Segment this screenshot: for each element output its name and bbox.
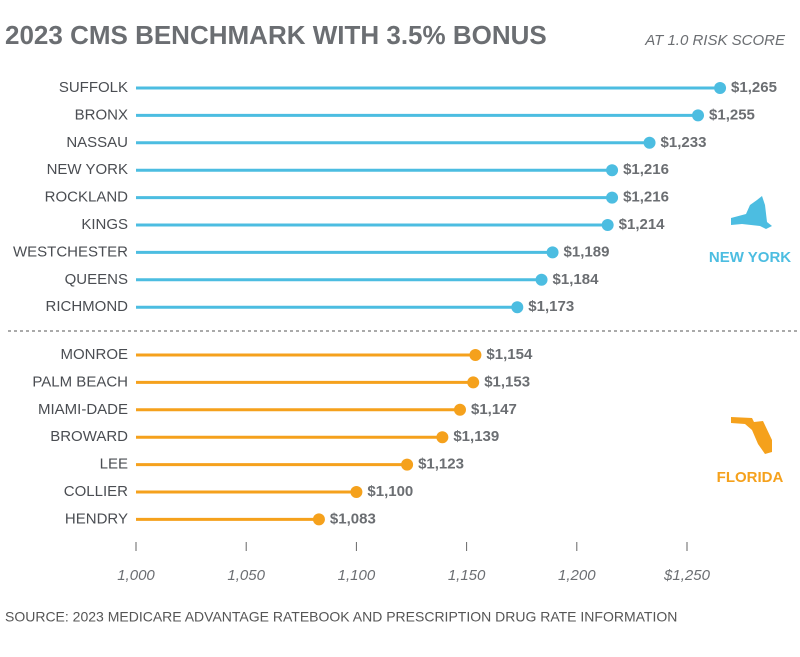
category-label: RICHMOND [46,298,129,315]
x-tick-label: 1,050 [227,567,265,584]
category-label: PALM BEACH [32,373,128,390]
florida-icon [731,417,772,454]
lollipop-dot [453,403,466,416]
value-label: $1,123 [418,456,464,473]
category-label: COLLIER [64,483,128,500]
value-label: $1,153 [484,373,530,390]
x-tick-label: 1,150 [448,567,486,584]
x-tick-label: 1,100 [338,567,376,584]
value-label: $1,147 [471,401,517,418]
lollipop-dot [643,136,656,149]
lollipop-dot [546,246,559,259]
chart-subtitle: AT 1.0 RISK SCORE [644,32,786,49]
value-label: $1,100 [367,483,413,500]
x-tick-label: $1,250 [663,567,711,584]
category-label: NASSAU [66,134,128,151]
category-label: SUFFOLK [59,79,128,96]
x-tick-label: 1,000 [117,567,155,584]
value-label: $1,083 [330,510,376,527]
value-label: $1,139 [453,428,499,445]
value-label: $1,233 [661,134,707,151]
category-label: WESTCHESTER [13,243,128,260]
category-label: QUEENS [65,271,128,288]
group-label: NEW YORK [709,249,791,266]
value-label: $1,265 [731,79,777,96]
value-label: $1,216 [623,161,669,178]
category-label: BROWARD [50,428,128,445]
group-label: FLORIDA [717,469,784,486]
source-note: SOURCE: 2023 MEDICARE ADVANTAGE RATEBOOK… [5,609,677,625]
lollipop-dot [601,219,614,231]
value-label: $1,173 [528,298,574,315]
lollipop-dot [469,349,482,361]
category-label: MONROE [61,346,129,363]
category-label: KINGS [81,216,128,233]
x-tick-label: 1,200 [558,567,596,584]
value-label: $1,255 [709,106,755,123]
category-label: LEE [100,456,128,473]
lollipop-dot [714,82,727,94]
new-york-icon [731,196,772,229]
value-label: $1,214 [619,216,666,233]
value-label: $1,216 [623,189,669,206]
lollipop-dot [535,273,548,286]
lollipop-dot [312,513,325,526]
lollipop-dot [467,376,480,389]
category-label: HENDRY [65,510,128,527]
lollipop-dot [436,431,449,444]
lollipop-dot [350,486,363,498]
category-label: NEW YORK [47,161,128,178]
value-label: $1,184 [553,271,600,288]
value-label: $1,189 [564,243,610,260]
category-label: ROCKLAND [45,189,129,206]
lollipop-dot [606,164,619,177]
value-label: $1,154 [486,346,533,363]
category-label: MIAMI-DADE [38,401,128,418]
lollipop-dot [401,458,414,471]
category-label: BRONX [75,106,128,123]
lollipop-dot [606,191,619,204]
lollipop-dot [692,109,705,122]
lollipop-dot [511,301,524,314]
chart-title: 2023 CMS BENCHMARK WITH 3.5% BONUS [5,20,547,50]
